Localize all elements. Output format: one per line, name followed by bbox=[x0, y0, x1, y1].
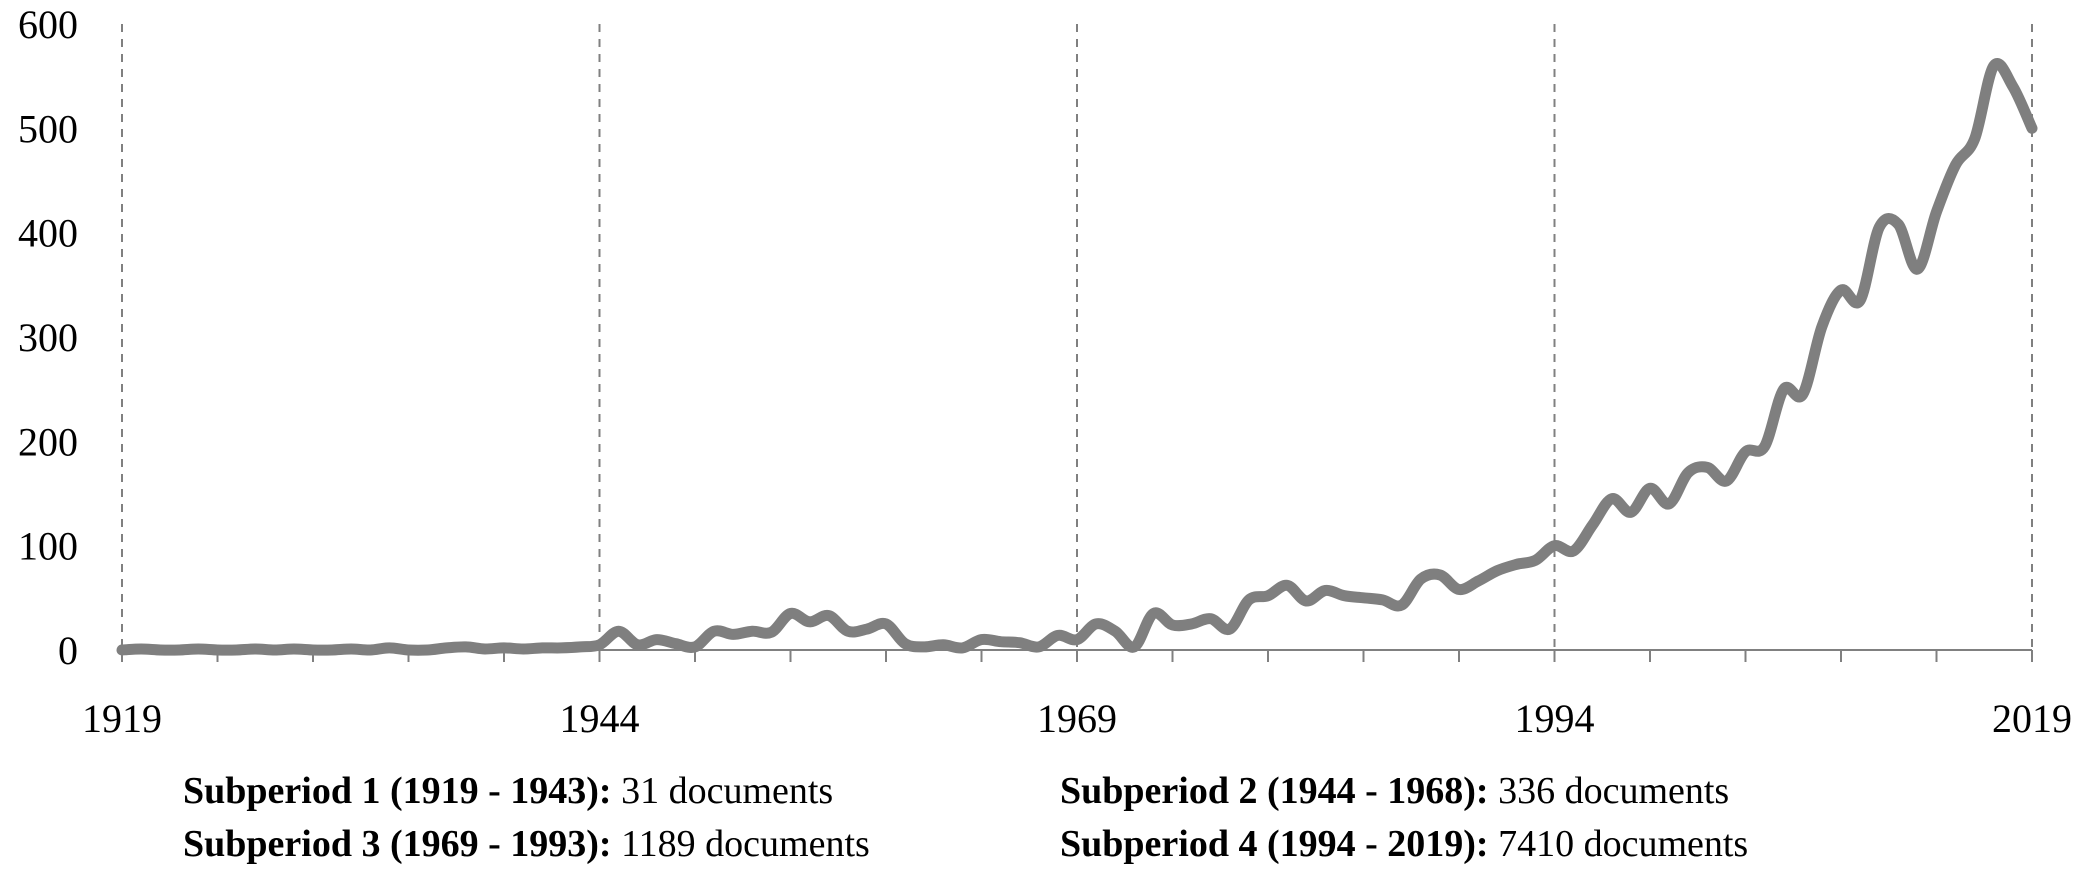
legend-subperiod-4-value: 7410 documents bbox=[1498, 823, 1749, 865]
legend-subperiod-4-label: Subperiod 4 (1994 - 2019): bbox=[1060, 823, 1489, 865]
x-tick-label: 1994 bbox=[1515, 696, 1595, 740]
y-tick-label: 200 bbox=[18, 419, 78, 464]
x-tick-label: 2019 bbox=[1992, 696, 2072, 740]
x-tick-label: 1944 bbox=[560, 696, 640, 740]
y-axis-tick-labels: 0 100 200 300 400 500 600 bbox=[18, 2, 78, 673]
legend-subperiod-3-value: 1189 documents bbox=[621, 823, 870, 865]
legend-subperiod-2: Subperiod 2 (1944 - 1968): 336 documents bbox=[1060, 772, 1729, 810]
legend-subperiod-1-label: Subperiod 1 (1919 - 1943): bbox=[183, 770, 612, 812]
y-tick-label: 300 bbox=[18, 315, 78, 360]
legend-subperiod-2-label: Subperiod 2 (1944 - 1968): bbox=[1060, 770, 1489, 812]
y-tick-label: 0 bbox=[58, 628, 78, 673]
legend-subperiod-3-label: Subperiod 3 (1969 - 1993): bbox=[183, 823, 612, 865]
legend-subperiod-1: Subperiod 1 (1919 - 1943): 31 documents bbox=[183, 772, 833, 810]
y-tick-label: 400 bbox=[18, 211, 78, 256]
legend-subperiod-4: Subperiod 4 (1994 - 2019): 7410 document… bbox=[1060, 825, 1748, 863]
period-dividers bbox=[121, 24, 2033, 650]
x-axis-tick-labels: 1919 1944 1969 1994 2019 bbox=[82, 696, 2072, 740]
series-line bbox=[116, 58, 2038, 656]
legend-subperiod-3: Subperiod 3 (1969 - 1993): 1189 document… bbox=[183, 825, 870, 863]
x-tick-label: 1919 bbox=[82, 696, 162, 740]
y-tick-label: 500 bbox=[18, 106, 78, 151]
x-tick-label: 1969 bbox=[1037, 696, 1117, 740]
legend-subperiod-2-value: 336 documents bbox=[1498, 770, 1730, 812]
y-tick-label: 600 bbox=[18, 2, 78, 47]
line-chart: 0 100 200 300 400 500 600 1919 1944 1969 1994 2019 bbox=[18, 2, 2072, 740]
y-tick-label: 100 bbox=[18, 524, 78, 569]
legend-subperiod-1-value: 31 documents bbox=[621, 770, 834, 812]
